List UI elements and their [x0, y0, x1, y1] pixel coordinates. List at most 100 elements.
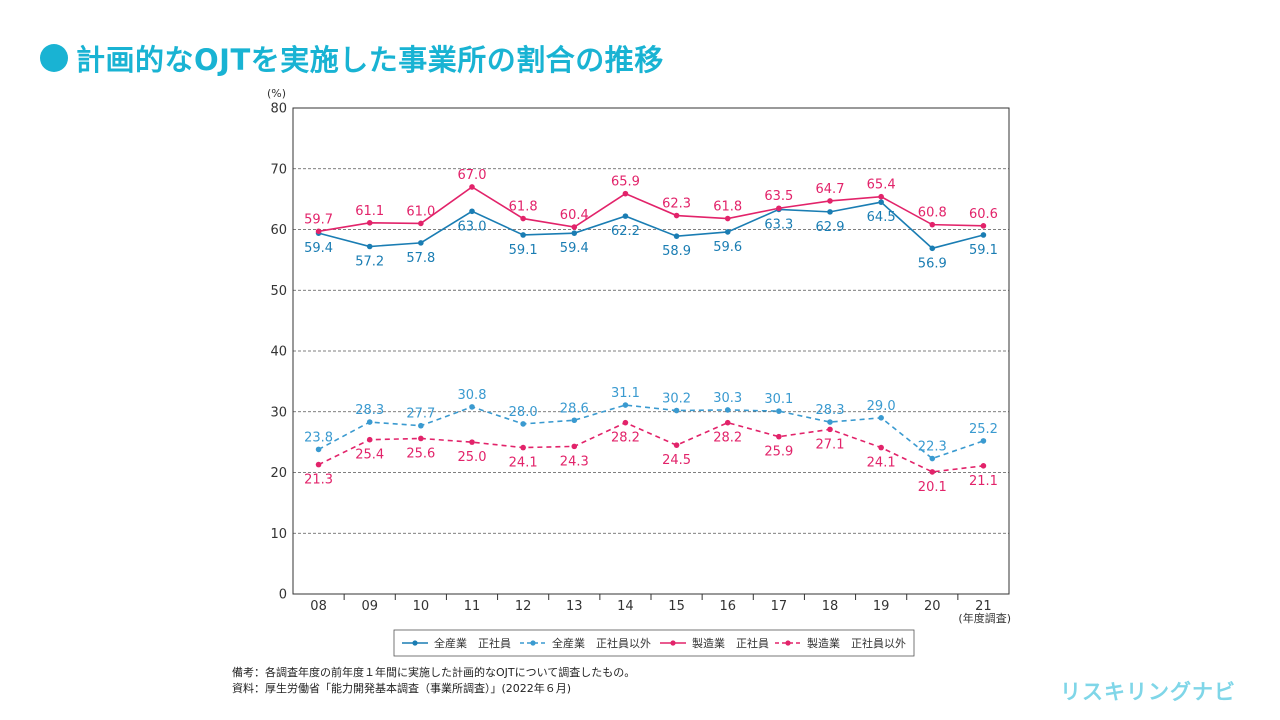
data-label: 28.2	[713, 431, 742, 446]
data-label: 61.1	[355, 204, 384, 219]
x-tick-label: 20	[924, 599, 941, 614]
data-label: 29.0	[867, 399, 896, 414]
series-line	[318, 186, 984, 233]
x-tick-label: 19	[873, 599, 890, 614]
data-point	[724, 229, 731, 235]
data-point	[520, 444, 526, 451]
data-label: 61.8	[713, 200, 742, 215]
data-point	[366, 220, 373, 226]
data-point	[929, 245, 936, 252]
legend-marker	[670, 640, 676, 646]
data-label: 28.3	[816, 403, 845, 418]
legend-marker	[785, 640, 791, 646]
data-point	[776, 408, 782, 414]
data-label: 28.3	[355, 403, 384, 418]
data-point	[571, 443, 578, 450]
data-point	[673, 407, 680, 414]
data-label: 28.6	[560, 401, 589, 416]
data-point	[469, 404, 475, 410]
data-point	[878, 193, 884, 200]
data-point	[980, 438, 987, 444]
line-chart: 0 10 20 30 40 50 60 70 80 (%) (年度調査) 08 09 10 11 12 13 14…	[267, 87, 1011, 657]
data-label: 28.2	[611, 431, 640, 446]
data-label: 60.8	[918, 206, 947, 221]
data-point	[315, 461, 322, 468]
data-label: 30.3	[713, 391, 742, 406]
data-point	[366, 243, 373, 250]
data-point	[980, 232, 987, 238]
data-point	[622, 402, 629, 408]
data-label: 59.1	[969, 243, 998, 258]
y-tick-label: 40	[270, 345, 287, 360]
y-tick-label: 10	[270, 527, 287, 542]
data-point	[315, 446, 322, 453]
data-point	[827, 209, 833, 215]
data-point	[418, 435, 424, 442]
data-label: 62.2	[611, 224, 640, 239]
y-unit-label: (%)	[267, 87, 286, 100]
data-point	[571, 230, 578, 236]
data-label: 24.1	[509, 456, 538, 471]
data-label: 56.9	[918, 256, 947, 271]
data-point	[418, 422, 424, 429]
legend-box	[393, 629, 915, 657]
data-label: 59.6	[713, 240, 742, 255]
page-title-text: 計画的なOJTを実施した事業所の割合の推移	[76, 43, 664, 77]
data-label: 58.9	[662, 244, 691, 259]
x-tick-label: 15	[668, 599, 685, 614]
data-point	[520, 232, 526, 238]
x-tick-label: 17	[771, 599, 788, 614]
data-point	[366, 436, 373, 443]
x-tick-label: 09	[361, 599, 378, 614]
x-tick-label: 14	[617, 599, 634, 614]
data-point	[673, 212, 680, 219]
data-point	[724, 419, 731, 426]
data-label: 25.4	[355, 448, 384, 463]
page-title: 計画的なOJTを実施した事業所の割合の推移	[40, 40, 664, 77]
data-point	[980, 463, 987, 469]
data-label: 63.0	[458, 219, 487, 234]
data-point	[673, 233, 680, 239]
data-label: 65.9	[611, 175, 640, 190]
chart-notes: 備考：各調査年度の前年度１年間に実施した計画的なOJTについて調査したもの。 資…	[232, 665, 635, 697]
y-tick-label: 70	[270, 162, 287, 177]
data-label: 65.4	[867, 178, 896, 193]
data-label: 30.2	[662, 392, 691, 407]
data-label: 25.0	[458, 450, 487, 465]
data-point	[980, 223, 987, 229]
data-label: 20.1	[918, 480, 947, 495]
data-point	[571, 224, 578, 230]
note-source: 資料：厚生労働省「能力開発基本調査（事業所調査）」(2022年６月)	[232, 682, 572, 695]
data-label: 62.3	[662, 197, 691, 212]
x-tick-label: 18	[822, 599, 839, 614]
data-label: 24.5	[662, 453, 691, 468]
data-point	[622, 190, 629, 197]
data-point	[827, 426, 833, 433]
data-label: 31.1	[611, 386, 640, 401]
data-label: 67.0	[458, 168, 487, 183]
data-point	[827, 198, 833, 204]
data-label: 25.6	[406, 446, 435, 461]
data-point	[622, 213, 629, 219]
series-line	[318, 201, 984, 250]
legend-label: 全産業 正社員	[434, 636, 511, 650]
x-tick-label: 21	[975, 599, 992, 614]
data-label: 62.9	[816, 220, 845, 235]
legend-label: 製造業 正社員以外	[807, 636, 906, 650]
data-label: 59.7	[304, 212, 333, 227]
note-remarks: 備考：各調査年度の前年度１年間に実施した計画的なOJTについて調査したもの。	[232, 666, 636, 679]
data-point	[469, 208, 475, 215]
data-label: 61.8	[509, 200, 538, 215]
data-label: 60.4	[560, 208, 589, 223]
data-point	[418, 220, 424, 227]
x-tick-label: 12	[515, 599, 532, 614]
data-point	[724, 215, 731, 222]
data-point	[622, 419, 629, 426]
data-label: 24.1	[867, 456, 896, 471]
data-point	[520, 215, 526, 222]
data-label: 59.1	[509, 243, 538, 258]
data-label: 25.9	[764, 445, 793, 460]
data-label: 27.7	[406, 407, 435, 422]
data-point	[571, 417, 578, 424]
legend-label: 全産業 正社員以外	[552, 636, 651, 650]
